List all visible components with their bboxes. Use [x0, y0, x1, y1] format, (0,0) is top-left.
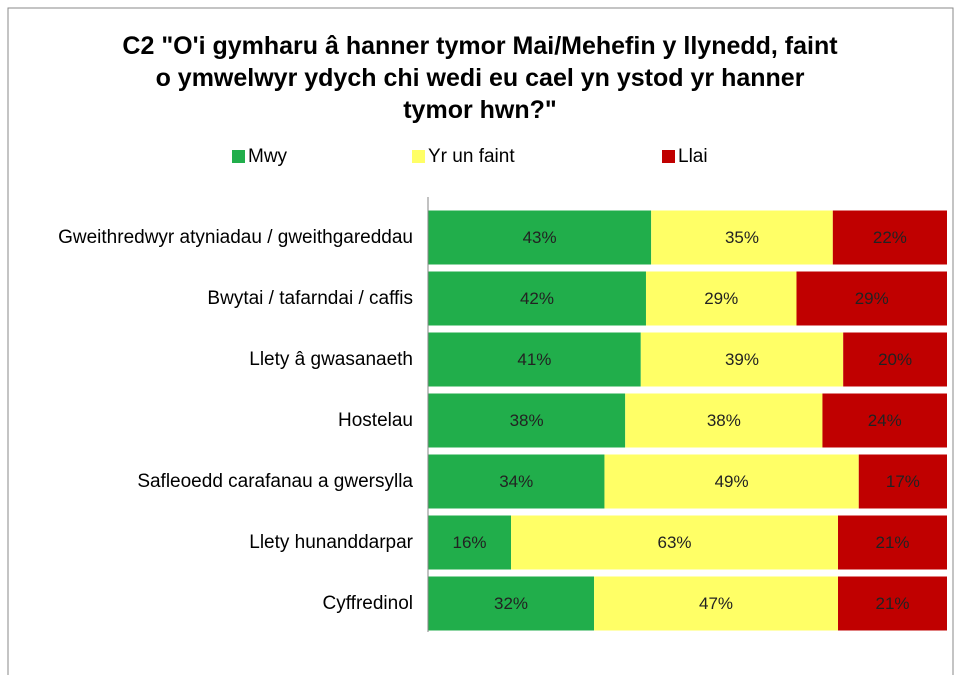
data-label: 49%	[715, 472, 749, 491]
bar-segment	[838, 515, 947, 570]
legend-label: Mwy	[248, 146, 288, 167]
data-label: 22%	[873, 228, 907, 247]
bar-segment	[843, 332, 947, 387]
bar-segment	[858, 454, 947, 509]
data-label: 29%	[855, 289, 889, 308]
bar-segment	[645, 271, 797, 326]
y-tick-label: Llety â gwasanaeth	[249, 348, 413, 370]
data-label: 17%	[886, 472, 920, 491]
legend-swatch	[412, 150, 425, 163]
bar-segment	[428, 454, 605, 509]
y-tick-label: Hostelau	[338, 409, 413, 431]
data-label: 63%	[658, 533, 692, 552]
data-label: 16%	[453, 533, 487, 552]
legend-swatch	[662, 150, 675, 163]
y-tick-label: Cyffredinol	[322, 592, 413, 614]
bar-segment	[651, 210, 833, 265]
data-label: 32%	[494, 594, 528, 613]
legend-label: Yr un faint	[428, 146, 515, 167]
chart-border	[7, 7, 954, 675]
legend-swatch	[232, 150, 245, 163]
bar-segment	[796, 271, 947, 326]
data-label: 21%	[875, 533, 909, 552]
bar-segment	[428, 576, 595, 631]
bar-segment	[838, 576, 947, 631]
bar-segment	[511, 515, 839, 570]
data-label: 34%	[499, 472, 533, 491]
data-label: 39%	[725, 350, 759, 369]
chart-title: C2 "O'i gymharu â hanner tymor Mai/Mehef…	[122, 32, 838, 124]
data-label: 42%	[520, 289, 554, 308]
data-label: 24%	[868, 411, 902, 430]
bar-segment	[428, 515, 512, 570]
legend-label: Llai	[678, 146, 708, 167]
bar-segment	[640, 332, 844, 387]
bar-segment	[428, 332, 641, 387]
data-label: 35%	[725, 228, 759, 247]
data-label: 21%	[875, 594, 909, 613]
bar-segment	[604, 454, 859, 509]
bar-segment	[428, 210, 652, 265]
bar-segment	[832, 210, 947, 265]
data-label: 38%	[510, 411, 544, 430]
data-label: 47%	[699, 594, 733, 613]
data-label: 29%	[704, 289, 738, 308]
data-label: 38%	[707, 411, 741, 430]
data-label: 43%	[523, 228, 557, 247]
y-tick-label: Llety hunanddarpar	[249, 531, 413, 553]
data-label: 41%	[517, 350, 551, 369]
bar-segment	[594, 576, 839, 631]
y-tick-label: Bwytai / tafarndai / caffis	[207, 287, 413, 309]
bar-segment	[822, 393, 947, 448]
y-tick-label: Safleoedd carafanau a gwersylla	[137, 470, 413, 492]
bar-segment	[428, 393, 626, 448]
bar-segment	[625, 393, 823, 448]
bar-segment	[428, 271, 646, 326]
data-label: 20%	[878, 350, 912, 369]
y-tick-label: Gweithredwyr atyniadau / gweithgareddau	[58, 226, 413, 248]
